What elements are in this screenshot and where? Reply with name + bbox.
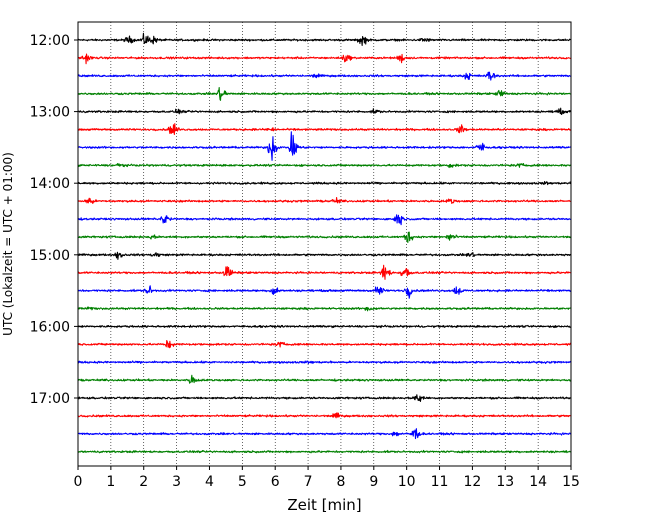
trace-1530: [77, 285, 571, 299]
y-axis-label: UTC (Lokalzeit = UTC + 01:00): [1, 152, 15, 336]
trace-1200: [77, 32, 571, 47]
x-tick-label: 9: [369, 474, 378, 490]
x-tick-label: 10: [398, 474, 416, 490]
trace-1215: [77, 53, 571, 65]
trace-1315: [77, 123, 572, 136]
x-tick-label: 2: [139, 474, 148, 490]
trace-1645: [77, 374, 571, 384]
y-tick-label: 15:00: [30, 248, 70, 264]
x-tick-label: 15: [562, 474, 580, 490]
trace-1730: [77, 428, 572, 440]
trace-1230: [77, 71, 571, 81]
trace-1245: [77, 86, 571, 101]
trace-1515: [77, 264, 571, 280]
trace-1715: [77, 412, 571, 419]
trace-1600: [77, 324, 571, 329]
x-tick-label: 4: [205, 474, 214, 490]
trace-1415: [77, 196, 571, 205]
trace-1345: [77, 163, 572, 169]
x-axis-ticks: 0 1 2 3 4 5 6 7 8 9 10 11 12 13 14 15: [74, 466, 580, 490]
x-tick-label: 0: [74, 474, 83, 490]
x-tick-label: 1: [106, 474, 115, 490]
trace-1445: [77, 231, 572, 243]
grid-lines: [110, 22, 539, 466]
y-axis-ticks: 12:00 13:00 14:00 15:00 16:00 17:00: [30, 33, 78, 407]
trace-1400: [77, 181, 572, 186]
y-tick-label: 13:00: [30, 105, 70, 121]
trace-layer: [77, 32, 572, 454]
trace-1545: [77, 306, 571, 312]
x-tick-label: 6: [271, 474, 280, 490]
x-tick-label: 3: [172, 474, 181, 490]
trace-1300: [77, 107, 572, 116]
x-tick-label: 11: [431, 474, 449, 490]
trace-1430: [77, 214, 571, 226]
x-tick-label: 12: [463, 474, 481, 490]
plot-frame: [77, 21, 572, 467]
trace-1630: [77, 360, 572, 365]
trace-1615: [77, 339, 572, 349]
y-tick-label: 17:00: [30, 391, 70, 407]
trace-1330: [77, 131, 571, 161]
trace-1500: [77, 251, 572, 260]
trace-1745: [77, 449, 571, 454]
x-tick-label: 14: [529, 474, 547, 490]
y-tick-label: 16:00: [30, 319, 70, 335]
x-tick-label: 5: [238, 474, 247, 490]
y-tick-label: 12:00: [30, 33, 70, 49]
y-tick-label: 14:00: [30, 176, 70, 192]
x-tick-label: 8: [336, 474, 345, 490]
trace-1700: [77, 394, 571, 402]
x-tick-label: 13: [496, 474, 514, 490]
x-tick-label: 7: [304, 474, 313, 490]
x-axis-label: Zeit [min]: [287, 496, 361, 514]
